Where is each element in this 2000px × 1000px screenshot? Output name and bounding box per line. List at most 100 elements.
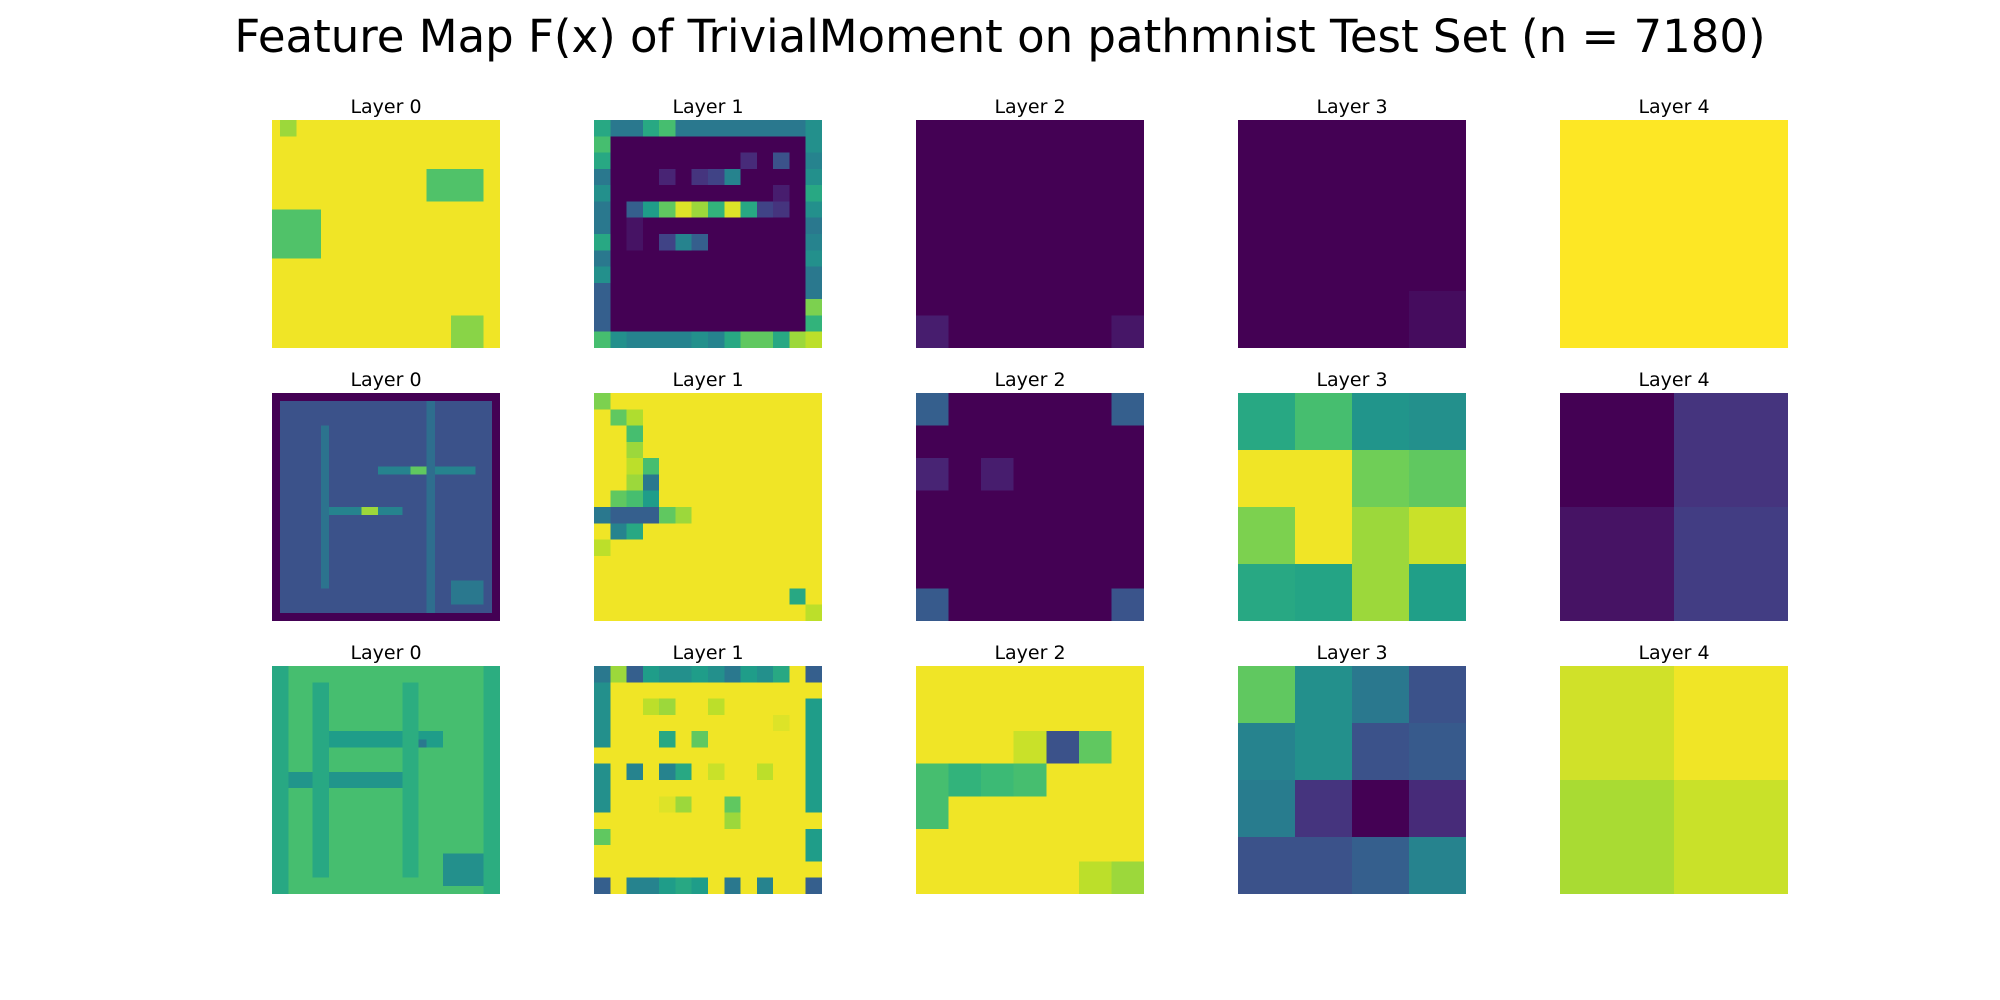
heatmap-cell: [386, 225, 395, 235]
heatmap-cell: [642, 458, 660, 475]
heatmap-cell: [475, 258, 484, 267]
heatmap-cell: [329, 547, 338, 557]
heatmap-cell: [337, 698, 346, 707]
heatmap-cell: [626, 780, 644, 797]
heatmap-cell: [361, 474, 370, 483]
heatmap-cell: [296, 177, 305, 186]
heatmap-cell: [805, 812, 822, 830]
heatmap-cell: [610, 539, 627, 557]
heatmap-cell: [353, 845, 362, 854]
heatmap-cell: [369, 555, 379, 565]
heatmap-cell: [467, 482, 476, 491]
heatmap-cell: [740, 572, 758, 589]
heatmap-cell: [443, 706, 452, 716]
heatmap-cell: [272, 690, 281, 699]
heatmap-cell: [1013, 588, 1047, 621]
heatmap-cell: [361, 441, 370, 451]
heatmap-cell: [418, 242, 427, 251]
heatmap-cell: [1674, 120, 1788, 237]
heatmap-cell: [789, 185, 807, 202]
heatmap-cell: [402, 177, 411, 186]
heatmap-cell: [443, 531, 452, 540]
heatmap-cell: [1013, 861, 1047, 894]
heatmap-cell: [459, 837, 468, 846]
heatmap-cell: [312, 450, 322, 459]
heatmap-cell: [272, 274, 281, 284]
heatmap-cell: [740, 698, 758, 716]
heatmap-cell: [483, 747, 493, 756]
heatmap-cell: [483, 885, 493, 894]
heatmap-cell: [377, 185, 387, 194]
heatmap-cell: [459, 739, 468, 748]
heatmap-cell: [756, 474, 774, 492]
heatmap-cell: [312, 266, 322, 275]
heatmap-cell: [789, 539, 807, 557]
heatmap-cell: [724, 812, 741, 830]
heatmap-cell: [296, 168, 305, 178]
heatmap-cell: [304, 564, 313, 573]
heatmap-cell: [426, 417, 436, 426]
heatmap-cell: [610, 763, 627, 781]
heatmap-cell: [288, 144, 297, 153]
heatmap-cell: [320, 282, 330, 292]
heatmap-cell: [443, 482, 452, 491]
heatmap-cell: [708, 458, 725, 475]
heatmap-cell: [402, 796, 411, 805]
heatmap-cell: [345, 193, 354, 202]
heatmap-cell: [1046, 828, 1080, 863]
heatmap-cell: [386, 877, 395, 887]
heatmap-cell: [386, 547, 395, 557]
heatmap-cell: [483, 225, 493, 235]
heatmap-cell: [394, 307, 403, 316]
heatmap-cell: [410, 291, 419, 300]
heatmap-cell: [708, 796, 725, 813]
heatmap-cell: [459, 682, 468, 691]
heatmap-cell: [459, 201, 468, 210]
heatmap-cell: [337, 160, 346, 170]
heatmap-cell: [312, 258, 322, 267]
heatmap-cell: [288, 217, 297, 227]
heatmap-cell: [386, 323, 395, 332]
heatmap-cell: [288, 339, 297, 348]
heatmap-cell: [320, 531, 330, 540]
heatmap-cell: [386, 136, 395, 145]
heatmap-cell: [320, 739, 330, 748]
heatmap-cell: [361, 266, 370, 275]
heatmap-cell: [789, 120, 807, 137]
heatmap-cell: [402, 433, 411, 443]
heatmap-cell: [475, 177, 484, 186]
heatmap-cell: [337, 861, 346, 870]
heatmap-cell: [402, 804, 411, 813]
heatmap-cell: [805, 234, 822, 251]
heatmap-cell: [410, 780, 419, 789]
heatmap-cell: [443, 291, 452, 300]
heatmap-cell: [394, 401, 403, 410]
heatmap-cell: [724, 458, 741, 475]
heatmap-cell: [369, 177, 379, 186]
heatmap-cell: [491, 588, 500, 597]
heatmap-cell: [386, 780, 395, 789]
heatmap-cell: [451, 755, 460, 764]
heatmap-cell: [361, 604, 370, 614]
heatmap-cell: [451, 706, 460, 716]
heatmap-cell: [756, 234, 774, 251]
heatmap-cell: [361, 409, 370, 418]
heatmap-cell: [369, 612, 379, 621]
heatmap-cell: [280, 258, 289, 267]
heatmap-cell: [740, 152, 758, 170]
heatmap-cell: [491, 515, 500, 524]
heatmap-cell: [434, 152, 444, 161]
heatmap-cell: [337, 323, 346, 332]
heatmap-cell: [594, 282, 611, 300]
heatmap-cell: [312, 796, 322, 805]
heatmap-cell: [443, 225, 452, 235]
heatmap-cell: [418, 780, 427, 789]
heatmap-cell: [756, 136, 774, 153]
heatmap-cell: [272, 144, 281, 153]
heatmap-cell: [410, 755, 419, 764]
heatmap-cell: [691, 331, 709, 348]
heatmap-cell: [304, 482, 313, 491]
heatmap-layer-1: [594, 666, 822, 894]
heatmap-cell: [345, 780, 354, 789]
heatmap-cell: [443, 441, 452, 451]
